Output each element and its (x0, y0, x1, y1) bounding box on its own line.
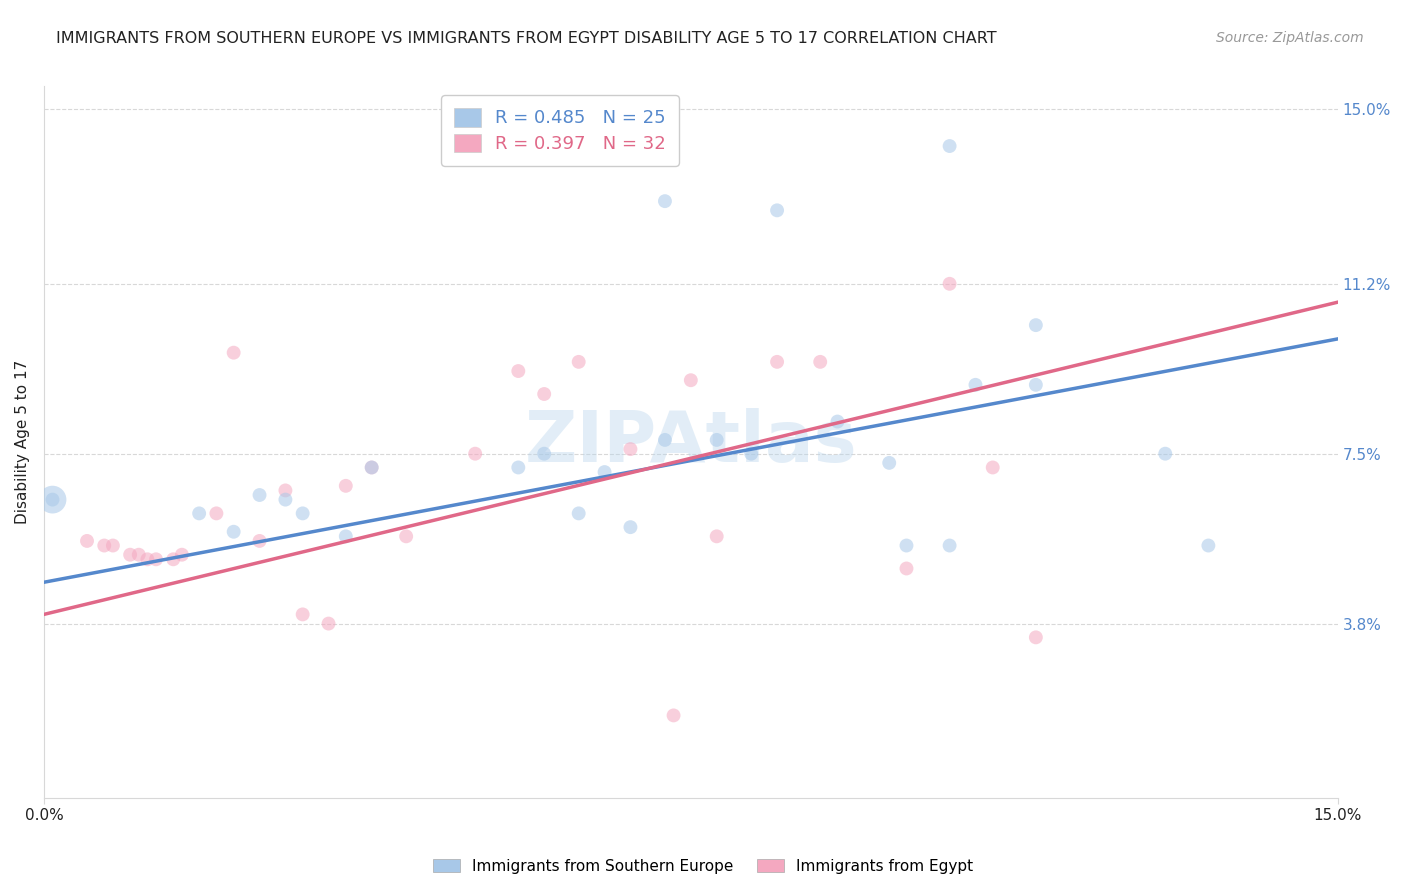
Point (120, 548, 142, 562)
Point (508, 460, 530, 475)
Point (533, 447, 555, 461)
Point (706, 529, 728, 543)
Point (395, 529, 418, 543)
Point (938, 539, 960, 553)
Point (740, 447, 762, 461)
Point (619, 442, 641, 456)
Point (938, 277, 960, 291)
Point (706, 433, 728, 447)
Point (360, 460, 382, 475)
Point (222, 345, 245, 359)
Point (938, 139, 960, 153)
Point (1154, 447, 1177, 461)
Point (808, 355, 831, 369)
Point (76, 533, 98, 548)
Point (291, 507, 314, 521)
Point (205, 507, 228, 521)
Point (93, 539, 115, 553)
Point (568, 355, 591, 369)
Text: ZIPAtlas: ZIPAtlas (524, 408, 858, 476)
Point (662, 708, 685, 723)
Point (619, 520, 641, 534)
Point (654, 433, 676, 447)
Point (188, 507, 211, 521)
Point (568, 507, 591, 521)
Text: IMMIGRANTS FROM SOUTHERN EUROPE VS IMMIGRANTS FROM EGYPT DISABILITY AGE 5 TO 17 : IMMIGRANTS FROM SOUTHERN EUROPE VS IMMIG… (56, 31, 997, 46)
Point (1025, 377, 1047, 392)
Point (593, 465, 616, 479)
Point (274, 483, 297, 498)
Y-axis label: Disability Age 5 to 17: Disability Age 5 to 17 (15, 360, 30, 524)
Point (508, 364, 530, 378)
Point (335, 479, 357, 493)
Legend: Immigrants from Southern Europe, Immigrants from Egypt: Immigrants from Southern Europe, Immigra… (426, 853, 980, 880)
Point (335, 529, 357, 543)
Point (981, 460, 1004, 475)
Point (249, 488, 271, 502)
Text: Source: ZipAtlas.com: Source: ZipAtlas.com (1216, 31, 1364, 45)
Point (464, 447, 486, 461)
Point (896, 539, 918, 553)
Point (827, 415, 849, 429)
Point (679, 373, 702, 387)
Point (1025, 318, 1047, 332)
Point (101, 539, 124, 553)
Point (41, 492, 63, 507)
Point (318, 616, 340, 631)
Point (896, 561, 918, 575)
Point (274, 492, 297, 507)
Point (128, 548, 150, 562)
Point (222, 524, 245, 539)
Point (249, 533, 271, 548)
Point (533, 387, 555, 401)
Point (136, 552, 159, 566)
Point (766, 355, 789, 369)
Legend: R = 0.485   N = 25, R = 0.397   N = 32: R = 0.485 N = 25, R = 0.397 N = 32 (441, 95, 679, 166)
Point (654, 194, 676, 209)
Point (766, 203, 789, 218)
Point (41, 492, 63, 507)
Point (1197, 539, 1219, 553)
Point (360, 460, 382, 475)
Point (877, 456, 900, 470)
Point (291, 607, 314, 622)
Point (145, 552, 167, 566)
Point (1025, 631, 1047, 645)
Point (965, 377, 987, 392)
Point (162, 552, 184, 566)
Point (170, 548, 193, 562)
